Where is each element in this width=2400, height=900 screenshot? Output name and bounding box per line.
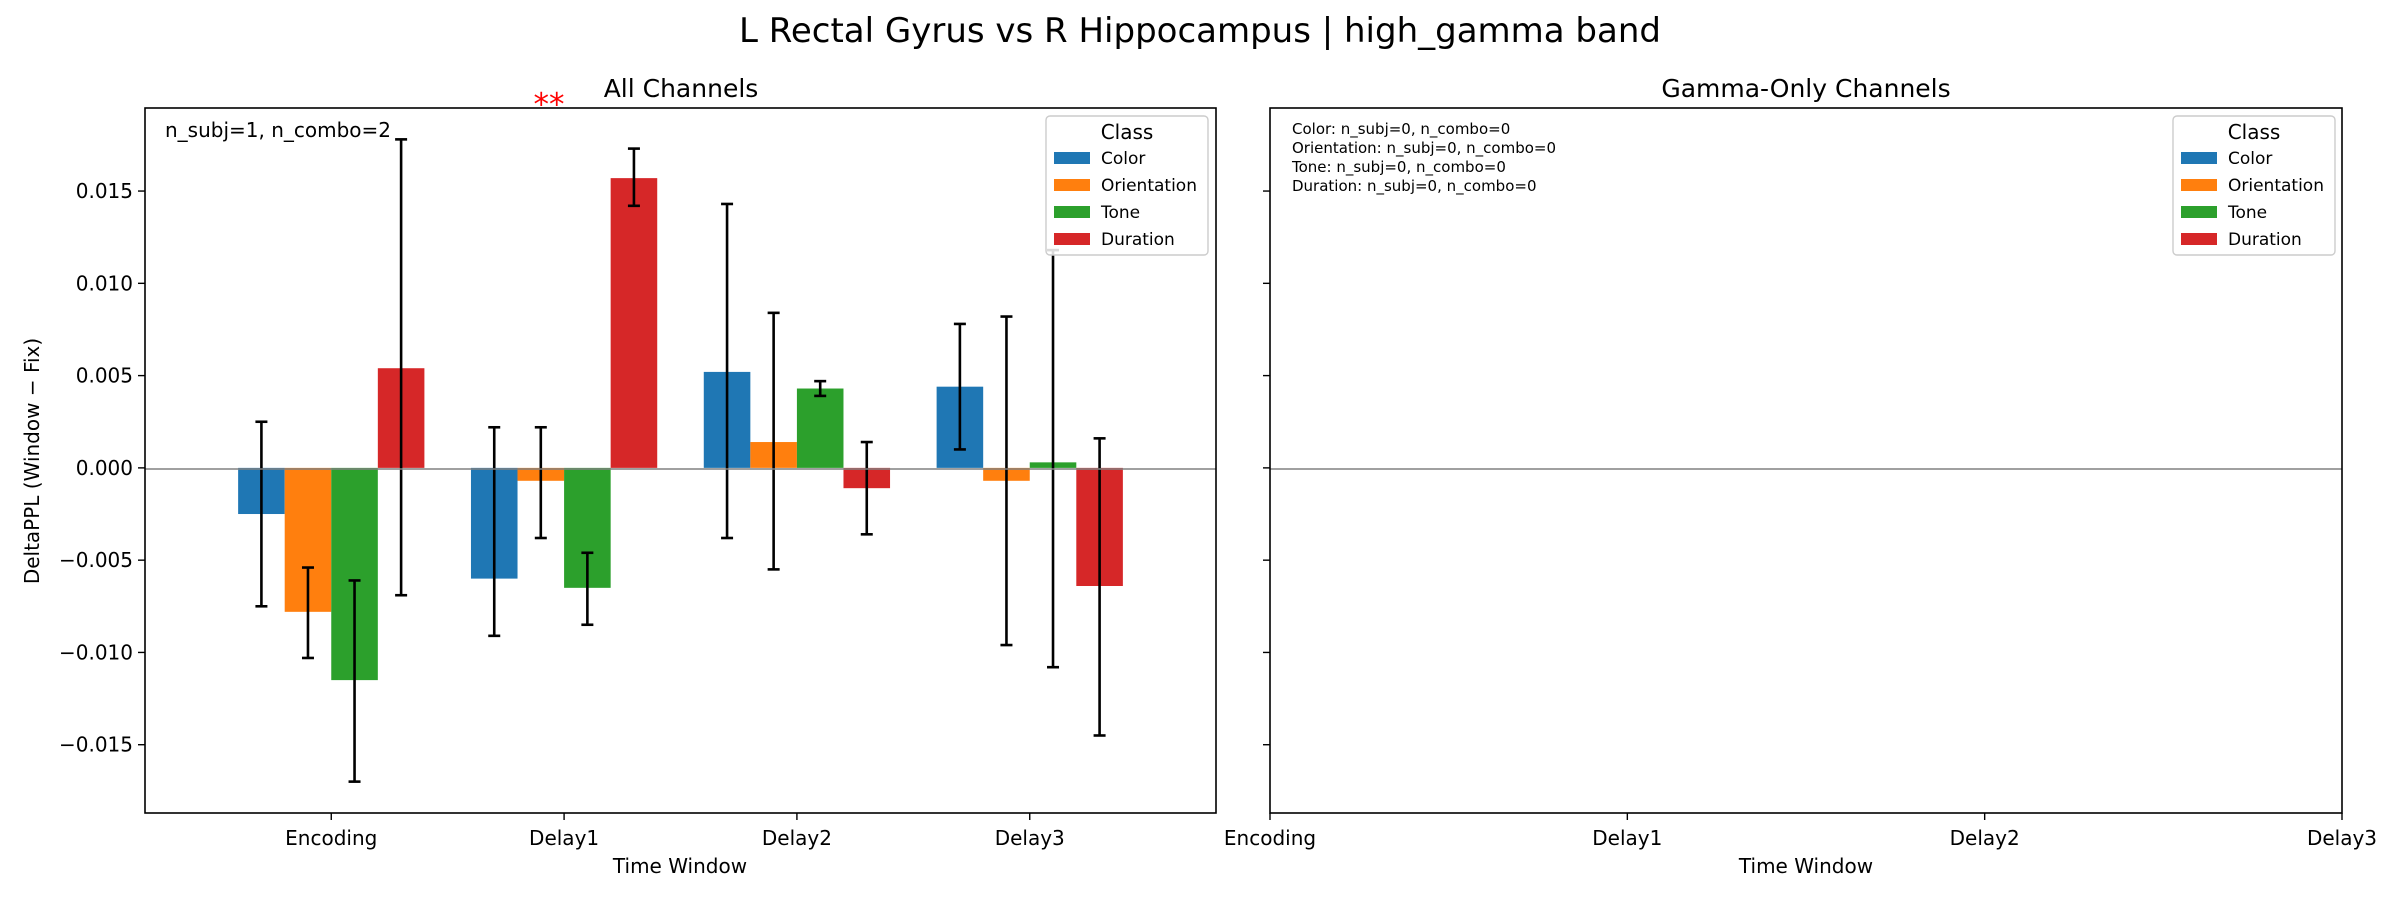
errorbar-color-encoding — [255, 420, 268, 608]
right-axes-frame — [1269, 107, 2343, 814]
left-xtick-label-delay2: Delay2 — [762, 826, 832, 850]
errorbar-orientation-delay2 — [767, 311, 780, 571]
legend-title: Class — [1101, 120, 1154, 144]
errorbar-duration-delay3 — [1093, 437, 1106, 737]
right-xaxis-label: Time Window — [1738, 854, 1873, 878]
legend-label-duration: Duration — [2228, 230, 2302, 250]
errorbar-duration-delay2 — [860, 440, 873, 536]
bar-duration-delay1 — [610, 178, 658, 468]
errorbar-tone-encoding — [348, 579, 361, 783]
errorbar-tone-delay2 — [814, 379, 827, 398]
bar-tone-delay2 — [796, 388, 844, 468]
right-xtick-label-encoding: Encoding — [1224, 826, 1316, 850]
left-ytick-label: −0.005 — [59, 548, 133, 572]
figure-suptitle: L Rectal Gyrus vs R Hippocampus | high_g… — [739, 11, 1661, 51]
legend-frame — [1045, 115, 1209, 256]
errorbar-duration-delay1 — [627, 147, 640, 208]
errorbar-color-delay1 — [488, 425, 501, 638]
errorbar-orientation-delay3 — [1000, 315, 1013, 647]
left-yaxis-label: DeltaPPL (Window − Fix) — [20, 338, 44, 584]
legend-swatch-orientation — [1054, 179, 1090, 191]
errorbar-orientation-encoding — [301, 566, 314, 660]
left-annotation: n_subj=1, n_combo=2 — [165, 118, 391, 142]
left-ytick-label: 0.010 — [76, 271, 133, 295]
right-annotation-line: Color: n_subj=0, n_combo=0 — [1292, 120, 1510, 139]
left-errorbars-group — [255, 138, 1106, 783]
legend-swatch-duration — [2181, 233, 2217, 245]
legend-swatch-orientation — [2181, 179, 2217, 191]
left-panel-title: All Channels — [604, 74, 759, 103]
legend-swatch-tone — [2181, 206, 2217, 218]
right-annotation-line: Orientation: n_subj=0, n_combo=0 — [1292, 139, 1556, 158]
left-axes-frame — [144, 107, 1217, 814]
left-xaxis: Encoding Delay1 Delay2 Delay3 — [285, 813, 1065, 850]
left-ytick-label: −0.010 — [59, 640, 133, 664]
left-ytick-label: 0.015 — [76, 179, 133, 203]
left-ytick-label: 0.000 — [76, 456, 133, 480]
legend-label-tone: Tone — [2227, 203, 2267, 223]
right-xaxis: Encoding Delay1 Delay2 Delay3 — [1224, 813, 2377, 850]
right-xtick-label-delay3: Delay3 — [2307, 826, 2377, 850]
legend-label-color: Color — [1101, 149, 1145, 169]
panel-gamma-only-channels: Gamma-Only Channels Encoding Delay1 Delay2… — [1224, 74, 2377, 878]
left-xaxis-label: Time Window — [612, 854, 747, 878]
left-ytick-label: 0.005 — [76, 364, 133, 388]
left-ytick-label: −0.015 — [59, 733, 133, 757]
left-xtick-label-encoding: Encoding — [285, 826, 377, 850]
left-xtick-label-delay1: Delay1 — [529, 826, 599, 850]
left-yaxis: −0.015 −0.010 −0.005 0.000 0.005 0.010 0.015 — [59, 179, 145, 757]
legend-swatch-color — [2181, 152, 2217, 164]
left-xtick-label-delay3: Delay3 — [995, 826, 1065, 850]
errorbar-orientation-delay1 — [534, 425, 547, 540]
legend-label-tone: Tone — [1100, 203, 1140, 223]
right-legend: Class Color Orientation Tone Duration — [2172, 115, 2336, 256]
legend-label-color: Color — [2228, 149, 2272, 169]
right-annotation-line: Tone: n_subj=0, n_combo=0 — [1291, 158, 1506, 177]
legend-title: Class — [2228, 120, 2281, 144]
legend-swatch-tone — [1054, 206, 1090, 218]
errorbar-duration-encoding — [395, 138, 408, 597]
legend-label-orientation: Orientation — [2228, 176, 2324, 196]
right-panel-title: Gamma-Only Channels — [1661, 74, 1950, 103]
panel-all-channels: All Channels ** −0.015 −0.010 −0.005 0.000 0… — [20, 74, 1217, 878]
errorbar-color-delay3 — [953, 322, 966, 451]
significance-marker: ** — [534, 87, 565, 123]
legend-swatch-duration — [1054, 233, 1090, 245]
errorbar-color-delay2 — [721, 202, 734, 540]
right-xtick-label-delay2: Delay2 — [1950, 826, 2020, 850]
legend-frame — [2172, 115, 2336, 256]
right-annotation-line: Duration: n_subj=0, n_combo=0 — [1292, 177, 1537, 196]
right-yaxis — [1263, 190, 1270, 746]
right-xtick-label-delay1: Delay1 — [1592, 826, 1662, 850]
legend-label-orientation: Orientation — [1101, 176, 1197, 196]
legend-label-duration: Duration — [1101, 230, 1175, 250]
legend-swatch-color — [1054, 152, 1090, 164]
errorbar-tone-delay1 — [581, 551, 594, 627]
left-legend: Class Color Orientation Tone Duration — [1045, 115, 1209, 256]
